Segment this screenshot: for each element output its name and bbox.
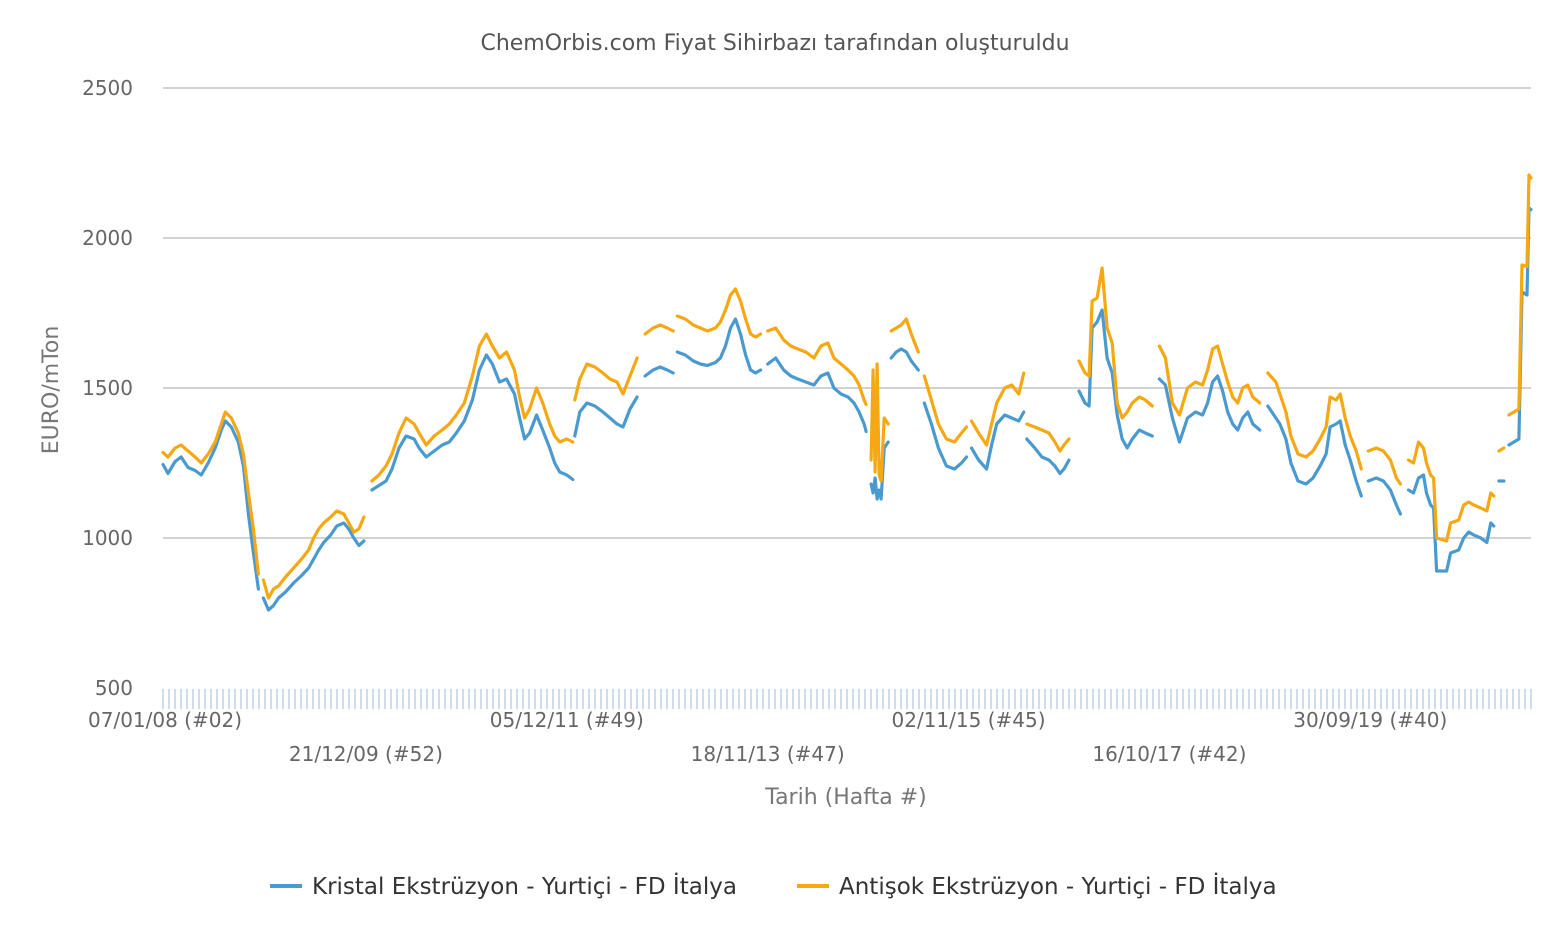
y-tick-label: 1500: [82, 376, 133, 400]
x-axis-tick-marks: [162, 689, 1532, 709]
chart-title: ChemOrbis.com Fiyat Sihirbazı tarafından…: [480, 31, 1069, 56]
legend-label: Antişok Ekstrüzyon - Yurtiçi - FD İtalya: [839, 872, 1277, 900]
series-line-1: [161, 206, 1533, 612]
legend-item-2[interactable]: Antişok Ekstrüzyon - Yurtiçi - FD İtalya: [797, 872, 1277, 900]
legend-item-1[interactable]: Kristal Ekstrüzyon - Yurtiçi - FD İtalya: [270, 872, 737, 900]
y-tick-label: 2500: [82, 76, 133, 100]
legend-label: Kristal Ekstrüzyon - Yurtiçi - FD İtalya: [312, 872, 737, 900]
x-tick-label: 21/12/09 (#52): [289, 742, 443, 766]
x-tick-label: 07/01/08 (#02): [88, 708, 242, 732]
x-tick-label: 30/09/19 (#40): [1293, 708, 1447, 732]
x-axis: 07/01/08 (#02) 21/12/09 (#52) 05/12/11 (#4…: [88, 708, 1447, 766]
gridlines: [163, 87, 1531, 539]
y-tick-label: 2000: [82, 226, 133, 250]
x-tick-label: 16/10/17 (#42): [1092, 742, 1246, 766]
x-tick-label: 18/11/13 (#47): [691, 742, 845, 766]
x-axis-label: Tarih (Hafta #): [764, 785, 926, 810]
x-tick-label: 02/11/15 (#45): [892, 708, 1046, 732]
y-tick-label: 1000: [82, 526, 133, 550]
y-tick-label: 500: [95, 676, 133, 700]
plot-area: [161, 173, 1533, 612]
y-axis: 500 1000 1500 2000 2500: [82, 76, 133, 700]
series-line-2: [161, 173, 1533, 600]
y-axis-label: EURO/mTon: [39, 326, 64, 455]
x-tick-label: 05/12/11 (#49): [490, 708, 644, 732]
legend[interactable]: Kristal Ekstrüzyon - Yurtiçi - FD İtalya…: [270, 872, 1277, 900]
